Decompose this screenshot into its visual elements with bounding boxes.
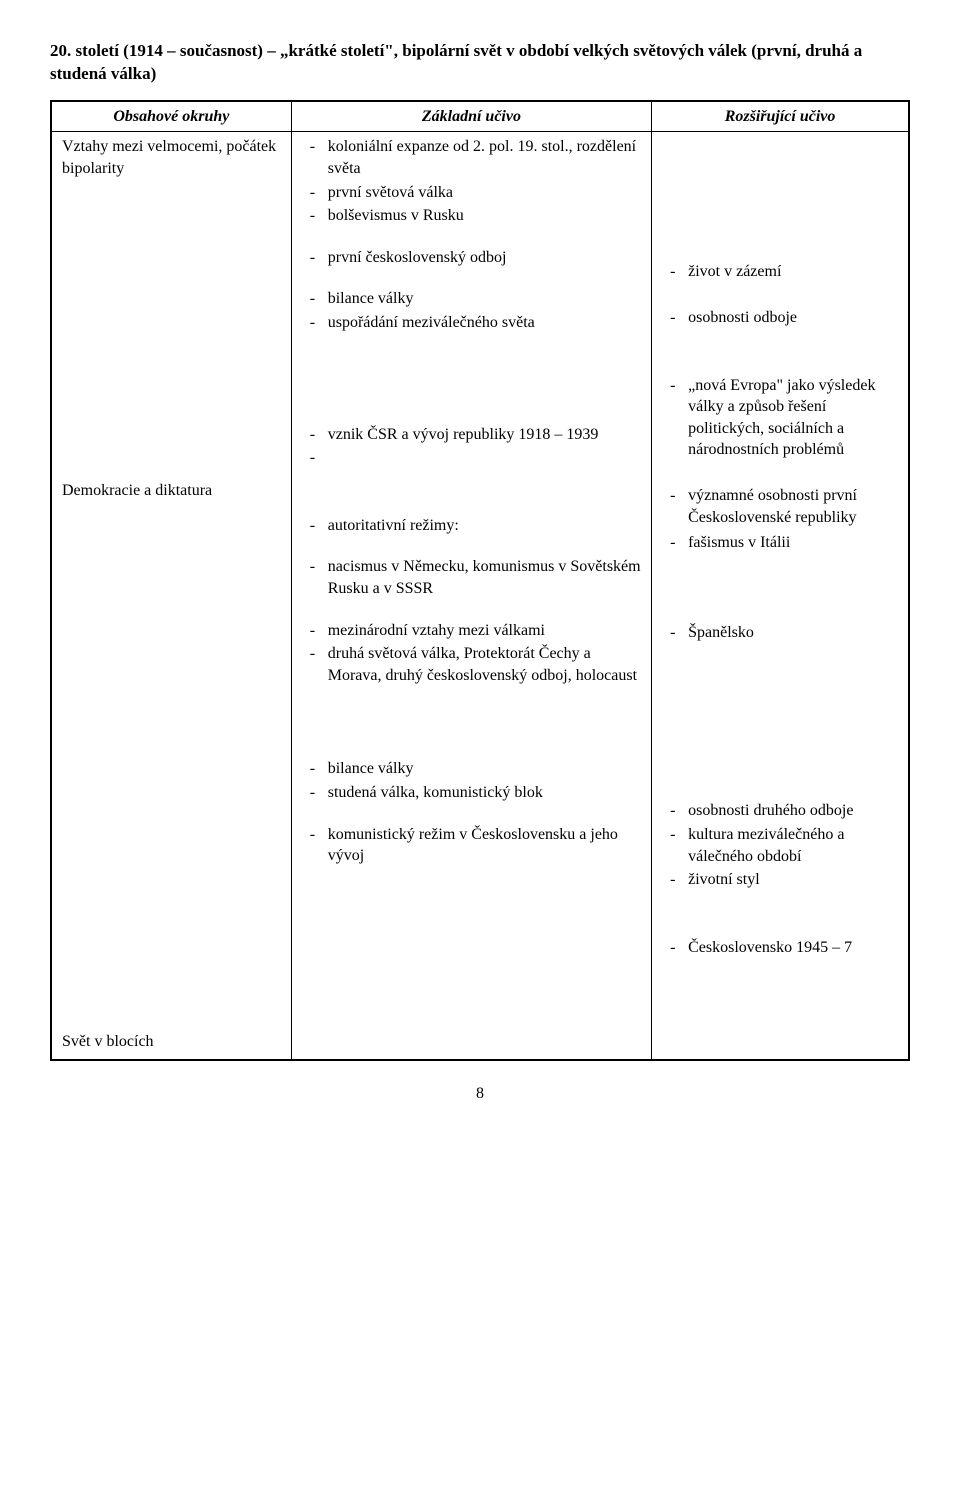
list-col3-g3: „nová Evropa" jako výsledek války a způs… (662, 375, 898, 461)
list-col2-g3: bilance války uspořádání meziválečného s… (302, 288, 641, 333)
list-item: život v zázemí (662, 261, 898, 283)
list-item-empty (302, 447, 641, 469)
list-item: osobnosti druhého odboje (662, 800, 898, 822)
list-item: koloniální expanze od 2. pol. 19. stol.,… (302, 136, 641, 179)
list-item: vznik ČSR a vývoj republiky 1918 – 1939 (302, 424, 641, 446)
cell-obsahove-okruhy: Vztahy mezi velmocemi, počátek bipolarit… (51, 132, 291, 1060)
col-header-2: Základní učivo (291, 101, 651, 132)
list-item: fašismus v Itálii (662, 532, 898, 554)
topic-1: Vztahy mezi velmocemi, počátek bipolarit… (62, 136, 281, 179)
list-item: bilance války (302, 288, 641, 310)
list-item: první světová válka (302, 182, 641, 204)
list-item: studená válka, komunistický blok (302, 782, 641, 804)
curriculum-table: Obsahové okruhy Základní učivo Rozšiřují… (50, 100, 910, 1061)
cell-zakladni-ucivo: koloniální expanze od 2. pol. 19. stol.,… (291, 132, 651, 1060)
table-row: Vztahy mezi velmocemi, počátek bipolarit… (51, 132, 909, 1060)
list-item: významné osobnosti první Československé … (662, 485, 898, 528)
page-number: 8 (50, 1085, 910, 1103)
cell-rozsirujici-ucivo: život v zázemí osobnosti odboje „nová Ev… (652, 132, 909, 1060)
list-item: autoritativní režimy: (302, 515, 641, 537)
list-col3-g6: Španělsko (662, 622, 898, 644)
col-header-3: Rozšiřující učivo (652, 101, 909, 132)
list-item: osobnosti odboje (662, 307, 898, 329)
col-header-1: Obsahové okruhy (51, 101, 291, 132)
list-item: první československý odboj (302, 247, 641, 269)
topic-3: Svět v blocích (62, 1031, 281, 1053)
list-item: životní styl (662, 869, 898, 891)
list-col2-g1: koloniální expanze od 2. pol. 19. stol.,… (302, 136, 641, 226)
list-col3-g1: život v zázemí (662, 261, 898, 283)
list-item: bolševismus v Rusku (302, 205, 641, 227)
list-col2-g9: komunistický režim v Československu a je… (302, 824, 641, 867)
list-item: mezinárodní vztahy mezi válkami (302, 620, 641, 642)
table-header-row: Obsahové okruhy Základní učivo Rozšiřují… (51, 101, 909, 132)
topic-2: Demokracie a diktatura (62, 480, 281, 502)
list-item: bilance války (302, 758, 641, 780)
list-col3-g8: Československo 1945 – 7 (662, 937, 898, 959)
list-col3-g2: osobnosti odboje (662, 307, 898, 329)
list-col2-g7: mezinárodní vztahy mezi válkami druhá sv… (302, 620, 641, 687)
list-col3-g7: osobnosti druhého odboje kultura mezivál… (662, 800, 898, 890)
list-item: druhá světová válka, Protektorát Čechy a… (302, 643, 641, 686)
list-item: komunistický režim v Československu a je… (302, 824, 641, 867)
list-col2-g6: nacismus v Německu, komunismus v Sovětsk… (302, 556, 641, 599)
list-col2-g4: vznik ČSR a vývoj republiky 1918 – 1939 (302, 424, 641, 469)
list-item: „nová Evropa" jako výsledek války a způs… (662, 375, 898, 461)
list-col2-g5: autoritativní režimy: (302, 515, 641, 537)
list-item: Československo 1945 – 7 (662, 937, 898, 959)
list-col3-g4: významné osobnosti první Československé … (662, 485, 898, 528)
list-col2-g8: bilance války studená válka, komunistick… (302, 758, 641, 803)
list-col2-g2: první československý odboj (302, 247, 641, 269)
list-col3-g5: fašismus v Itálii (662, 532, 898, 554)
section-heading: 20. století (1914 – současnost) – „krátk… (50, 40, 910, 86)
list-item: Španělsko (662, 622, 898, 644)
list-item: uspořádání meziválečného světa (302, 312, 641, 334)
list-item: kultura meziválečného a válečného období (662, 824, 898, 867)
list-item: nacismus v Německu, komunismus v Sovětsk… (302, 556, 641, 599)
